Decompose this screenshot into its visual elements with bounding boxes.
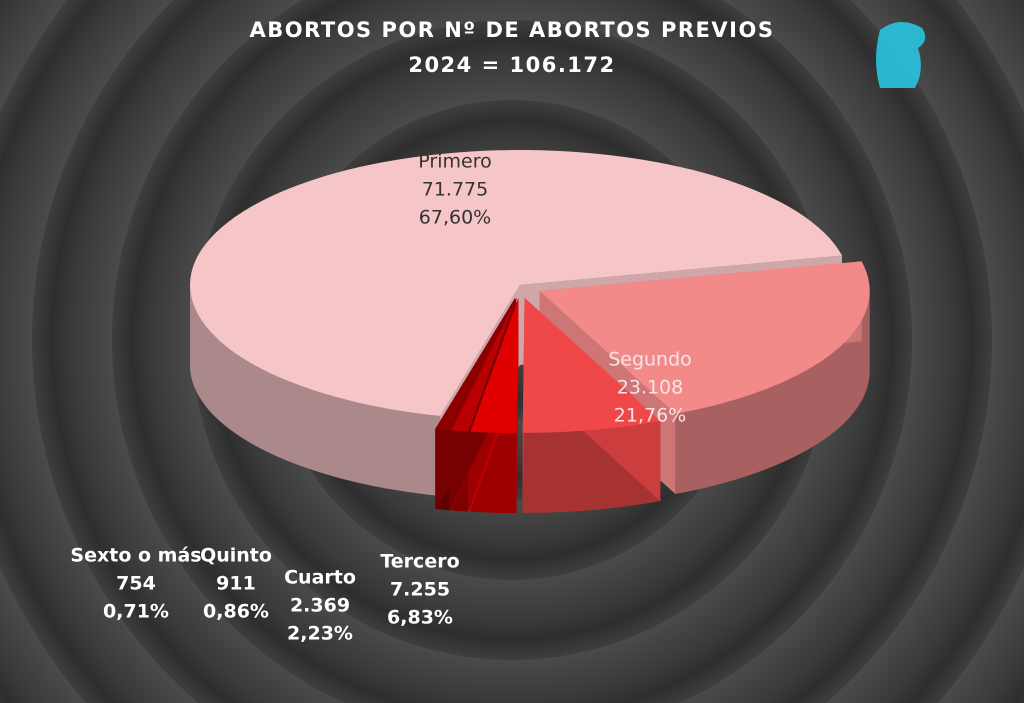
percent-label: 0,71% bbox=[103, 601, 169, 623]
logo bbox=[876, 21, 926, 88]
slice bbox=[470, 298, 519, 434]
slice-label: Tercero bbox=[380, 551, 459, 573]
slice bbox=[450, 298, 517, 432]
slice-label: Cuarto bbox=[284, 567, 356, 589]
percent-label: 67,60% bbox=[419, 207, 491, 229]
percent-label: 21,76% bbox=[614, 405, 686, 427]
value-label: 23.108 bbox=[617, 377, 683, 399]
slice-label: Quinto bbox=[200, 545, 272, 567]
slice-side bbox=[675, 290, 870, 494]
percent-label: 6,83% bbox=[387, 607, 453, 629]
percent-label: 2,23% bbox=[287, 623, 353, 645]
slice bbox=[435, 297, 516, 431]
slice-side bbox=[189, 285, 441, 496]
value-label: 7.255 bbox=[390, 579, 450, 601]
value-label: 2.369 bbox=[290, 595, 350, 617]
slice-side-shade bbox=[675, 290, 870, 494]
slice bbox=[539, 261, 870, 414]
slice-label: Primero bbox=[418, 151, 491, 173]
value-label: 71.775 bbox=[422, 179, 488, 201]
slice-label: Sexto o más bbox=[70, 545, 201, 567]
value-label: 754 bbox=[116, 573, 156, 595]
chart-subtitle: 2024 = 106.172 bbox=[408, 53, 615, 77]
chart-title: ABORTOS POR Nº DE ABORTOS PREVIOS bbox=[250, 18, 775, 42]
slice bbox=[189, 150, 843, 416]
slice bbox=[522, 297, 661, 433]
percent-label: 0,86% bbox=[203, 601, 269, 623]
slice-label: Segundo bbox=[608, 349, 692, 371]
value-label: 911 bbox=[216, 573, 256, 595]
slice-side-shade bbox=[189, 285, 441, 496]
top-faces bbox=[189, 150, 870, 434]
